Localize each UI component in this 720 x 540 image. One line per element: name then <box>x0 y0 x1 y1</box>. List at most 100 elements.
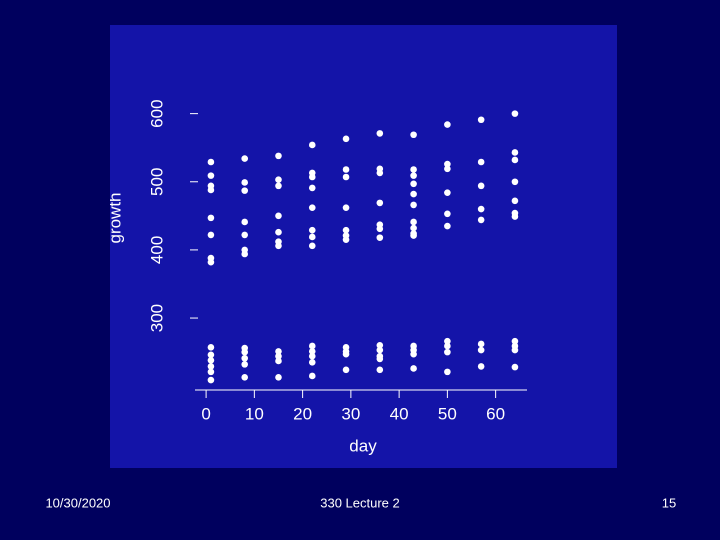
point <box>410 131 417 139</box>
point <box>444 222 451 230</box>
point <box>444 210 451 218</box>
point <box>376 346 384 354</box>
point <box>275 357 282 365</box>
point <box>275 152 282 160</box>
point <box>511 346 519 354</box>
point <box>308 141 316 149</box>
point <box>444 160 451 168</box>
point <box>241 218 249 226</box>
point <box>207 186 215 194</box>
point <box>308 184 316 192</box>
point <box>410 218 417 226</box>
point <box>241 374 249 381</box>
point <box>477 158 485 166</box>
point <box>376 169 384 177</box>
point <box>308 372 316 380</box>
point <box>511 110 519 117</box>
point <box>342 226 350 234</box>
point <box>477 116 485 124</box>
footer-date: 10/30/2020 <box>45 495 110 510</box>
point <box>477 363 485 370</box>
point <box>275 374 282 381</box>
point <box>477 340 485 348</box>
x-tick-label: 20 <box>293 404 312 423</box>
point <box>308 352 316 360</box>
point <box>376 130 384 137</box>
x-axis-label: day <box>349 436 377 455</box>
point <box>410 224 417 232</box>
point <box>376 342 384 349</box>
point <box>342 173 350 181</box>
point <box>444 337 451 345</box>
point <box>342 350 350 358</box>
point <box>444 348 451 356</box>
x-tick-label: 10 <box>245 404 264 423</box>
y-tick-label: 600 <box>147 99 166 127</box>
point <box>207 214 215 222</box>
point <box>308 204 316 211</box>
point <box>308 242 316 250</box>
point <box>511 178 519 186</box>
point <box>410 201 417 209</box>
point <box>275 182 282 190</box>
y-tick-label: 400 <box>147 236 166 264</box>
point <box>207 368 215 376</box>
point <box>376 225 384 233</box>
point <box>207 363 215 370</box>
plot-panel <box>110 25 617 468</box>
point <box>342 135 350 143</box>
point <box>241 354 249 362</box>
footer-title: 330 Lecture 2 <box>320 495 400 510</box>
point <box>207 351 215 359</box>
y-tick-label: 500 <box>147 168 166 196</box>
point <box>511 156 519 164</box>
point <box>410 180 417 188</box>
point <box>207 376 215 384</box>
point <box>477 205 485 213</box>
point <box>511 213 519 220</box>
x-tick-label: 30 <box>341 404 360 423</box>
point <box>410 190 417 198</box>
point <box>241 155 249 162</box>
point <box>308 359 316 366</box>
point <box>376 355 384 363</box>
point <box>207 172 215 179</box>
point <box>444 121 451 128</box>
point <box>444 368 451 376</box>
point <box>376 234 384 241</box>
point <box>511 197 519 205</box>
x-tick-label: 50 <box>438 404 457 423</box>
point <box>477 216 485 224</box>
point <box>275 348 282 355</box>
point <box>241 250 249 258</box>
point <box>275 176 282 184</box>
point <box>477 182 485 190</box>
point <box>410 350 417 358</box>
point <box>511 363 519 371</box>
point <box>477 346 485 354</box>
point <box>511 337 519 345</box>
point <box>410 365 417 372</box>
point <box>241 348 249 356</box>
point <box>241 231 249 239</box>
point <box>207 158 215 166</box>
point <box>511 149 519 156</box>
y-tick-label: 300 <box>147 304 166 332</box>
page-number: 15 <box>662 495 676 510</box>
point <box>207 344 215 351</box>
point <box>342 366 350 374</box>
point <box>241 187 249 194</box>
point <box>207 258 215 266</box>
plot: day growth 0 10 20 30 40 50 60 300 400 500 600 <box>110 99 527 455</box>
x-tick-label: 0 <box>201 404 210 423</box>
point <box>342 166 350 173</box>
point <box>410 166 417 173</box>
point <box>308 342 316 350</box>
point <box>241 361 249 368</box>
point <box>308 233 316 241</box>
point <box>308 226 316 234</box>
point <box>275 242 282 250</box>
point <box>275 228 282 236</box>
